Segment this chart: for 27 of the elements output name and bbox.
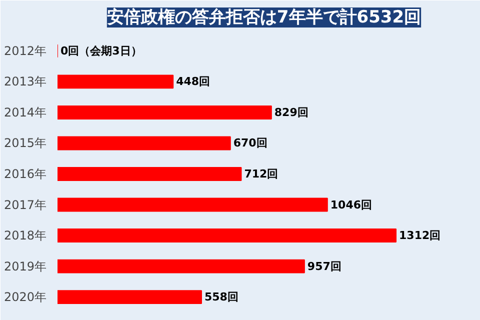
y-tick-label: 2020年 (4, 290, 47, 304)
y-tick-label: 2016年 (4, 167, 47, 181)
data-label: 712回 (244, 168, 278, 180)
data-label: 558回 (204, 290, 238, 304)
y-tick-label: 2015年 (4, 136, 47, 150)
bar (58, 74, 174, 89)
y-tick-label: 2019年 (4, 259, 47, 274)
bar (58, 290, 202, 304)
data-label: 1312回 (399, 229, 441, 242)
bar (58, 259, 305, 274)
data-label: 0回（会期3日） (60, 44, 142, 58)
data-label: 1046回 (330, 198, 372, 212)
data-label: 448回 (176, 75, 210, 88)
y-tick-label: 2014年 (4, 105, 47, 120)
bar (58, 106, 272, 120)
chart-title: 安倍政権の答弁拒否は7年半で計6532回 (106, 8, 422, 28)
bar (58, 198, 328, 212)
y-tick-label: 2017年 (4, 198, 47, 212)
y-tick-label: 2012年 (4, 44, 47, 58)
data-label: 957回 (307, 260, 342, 273)
data-label: 829回 (274, 106, 308, 119)
y-tick-label: 2013年 (4, 74, 47, 89)
bar (58, 228, 397, 242)
bar (58, 136, 231, 150)
y-tick-label: 2018年 (4, 228, 47, 243)
bar (58, 167, 242, 181)
data-label: 670回 (233, 136, 268, 150)
